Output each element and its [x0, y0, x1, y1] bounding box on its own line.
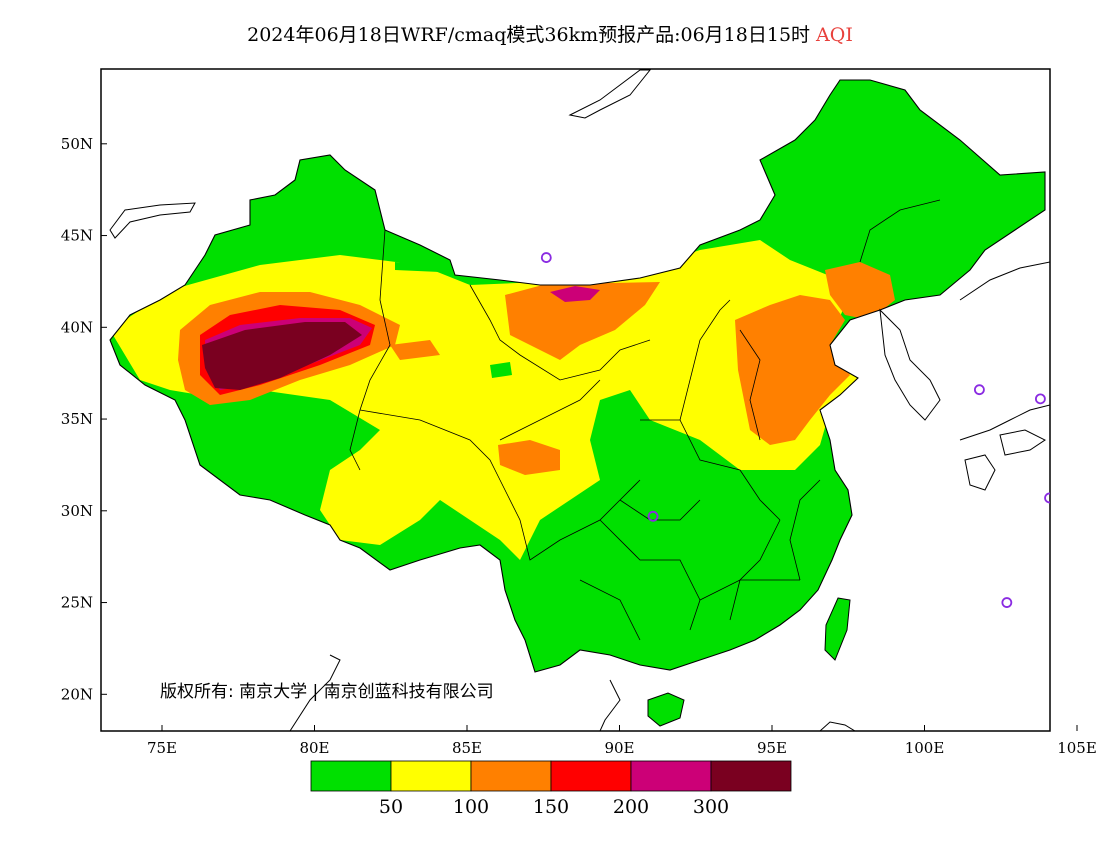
legend-swatch [550, 760, 632, 792]
province-boundaries [349, 199, 941, 641]
station-marker [974, 384, 985, 396]
legend-swatch [710, 760, 792, 792]
x-tick-label: 95E [757, 739, 787, 757]
y-axis: 50N 45N 40N 35N 30N 25N 20N [61, 135, 107, 703]
y-tick-label: 50N [61, 135, 93, 153]
y-tick-label: 20N [61, 685, 93, 703]
station-marker [1001, 597, 1013, 608]
y-tick-label: 45N [61, 227, 93, 245]
legend-swatch [390, 760, 472, 792]
station-marker [647, 510, 659, 522]
y-tick-label: 25N [61, 594, 93, 612]
copyright-text: 版权所有: 南京大学 | 南京创蓝科技有限公司 [160, 682, 494, 702]
legend-swatch [630, 760, 712, 792]
station-markers [540, 252, 1050, 608]
neighbor-coastlines [109, 69, 1050, 731]
legend-label: 100 [453, 796, 489, 818]
x-tick-label: 80E [299, 739, 329, 757]
x-axis: 75E80E85E90E95E100E105E110E115E120E125E1… [147, 725, 1097, 757]
station-marker [1035, 393, 1046, 405]
aqi-legend: 50 100 150 200 300 [310, 760, 792, 818]
legend-swatch [310, 760, 392, 792]
y-tick-label: 35N [61, 410, 93, 428]
x-tick-label: 105E [1057, 739, 1097, 757]
title-main: 2024年06月18日WRF/cmaq模式36km预报产品:06月18日15时 [247, 24, 811, 46]
legend-label: 200 [613, 796, 649, 818]
x-tick-label: 100E [905, 739, 945, 757]
legend-label: 300 [693, 796, 729, 818]
legend-swatch [470, 760, 552, 792]
legend-label: 150 [533, 796, 569, 818]
y-tick-label: 30N [61, 502, 93, 520]
taiwan-island [824, 597, 851, 661]
title-variable: AQI [816, 24, 853, 46]
station-marker [540, 252, 552, 263]
x-tick-label: 75E [147, 739, 177, 757]
x-tick-label: 85E [452, 739, 482, 757]
hainan-island [647, 692, 685, 727]
legend-label: 50 [379, 796, 403, 818]
map-title: 2024年06月18日WRF/cmaq模式36km预报产品:06月18日15时 A… [0, 20, 1100, 47]
y-tick-label: 40N [61, 318, 93, 336]
station-marker [1044, 492, 1050, 504]
x-tick-label: 90E [604, 739, 634, 757]
